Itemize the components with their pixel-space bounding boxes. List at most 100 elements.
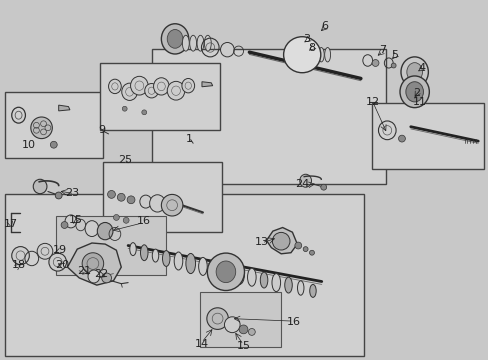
Text: 21: 21 [77,266,91,276]
Text: 4: 4 [417,63,424,73]
Text: 7: 7 [379,45,386,55]
Circle shape [117,193,125,201]
Circle shape [107,190,115,198]
Polygon shape [67,243,121,285]
Text: 18: 18 [12,260,25,270]
Circle shape [239,325,247,334]
Circle shape [398,135,405,142]
Circle shape [123,217,129,223]
Bar [200,292,281,347]
Text: 6: 6 [321,21,328,31]
Text: 22: 22 [94,269,109,279]
Ellipse shape [88,270,100,283]
Ellipse shape [49,253,66,271]
Ellipse shape [129,243,136,256]
Circle shape [102,273,111,283]
Text: 15: 15 [236,341,250,351]
Polygon shape [202,82,212,87]
Ellipse shape [198,257,207,275]
Ellipse shape [189,35,196,51]
Ellipse shape [220,42,234,57]
Polygon shape [59,105,70,111]
Ellipse shape [406,63,422,81]
Circle shape [309,250,314,255]
Text: 14: 14 [194,339,208,349]
Ellipse shape [210,259,220,279]
Ellipse shape [216,261,235,283]
Ellipse shape [161,194,183,216]
Text: 23: 23 [65,188,79,198]
Ellipse shape [197,35,203,51]
Ellipse shape [204,35,211,51]
Circle shape [113,215,119,220]
Ellipse shape [297,281,304,295]
Circle shape [371,59,378,67]
Circle shape [320,184,326,190]
Ellipse shape [247,268,256,286]
Ellipse shape [108,79,121,94]
Ellipse shape [97,222,113,240]
Bar [151,49,386,184]
Circle shape [82,253,103,274]
Ellipse shape [162,251,170,266]
Ellipse shape [144,84,158,98]
Text: 13: 13 [254,237,268,247]
Text: 1: 1 [185,134,192,144]
Circle shape [142,110,146,115]
Text: 12: 12 [366,96,379,107]
Ellipse shape [167,81,184,100]
Text: 19: 19 [53,245,66,255]
Ellipse shape [182,35,189,51]
Ellipse shape [309,284,316,297]
Bar [102,162,222,232]
Ellipse shape [220,260,231,283]
Circle shape [50,141,57,148]
Ellipse shape [167,30,183,48]
Text: 9: 9 [98,125,105,135]
Circle shape [390,63,395,68]
Ellipse shape [65,215,77,228]
Bar [5,92,102,158]
Ellipse shape [224,317,240,333]
Ellipse shape [284,277,292,293]
Bar [56,216,166,275]
Ellipse shape [31,117,52,139]
Bar [5,194,364,356]
Ellipse shape [206,308,228,329]
Ellipse shape [299,48,305,62]
Ellipse shape [130,76,148,95]
Circle shape [122,106,127,111]
Ellipse shape [185,253,195,274]
Circle shape [272,233,289,250]
Ellipse shape [37,243,53,259]
Ellipse shape [283,37,320,73]
Text: 8: 8 [307,42,314,53]
Text: 11: 11 [412,96,426,107]
Ellipse shape [161,24,188,54]
Ellipse shape [260,272,267,288]
Circle shape [303,247,307,252]
Text: 25: 25 [118,155,131,165]
Ellipse shape [234,264,244,284]
Text: 24: 24 [294,179,309,189]
Text: 3: 3 [303,34,310,44]
Ellipse shape [405,82,423,102]
Ellipse shape [174,252,183,270]
Circle shape [294,242,301,249]
Text: 15: 15 [69,215,82,225]
Circle shape [61,221,68,229]
Text: 16: 16 [286,317,300,327]
Ellipse shape [182,78,194,93]
Ellipse shape [299,174,311,187]
Ellipse shape [33,179,47,194]
Ellipse shape [311,48,317,62]
Text: 5: 5 [391,50,398,60]
Circle shape [127,196,135,204]
Ellipse shape [140,245,148,261]
Ellipse shape [399,76,428,108]
Text: 2: 2 [412,88,419,98]
Ellipse shape [149,195,165,212]
Ellipse shape [12,247,29,265]
Circle shape [55,192,62,199]
Ellipse shape [292,48,298,62]
